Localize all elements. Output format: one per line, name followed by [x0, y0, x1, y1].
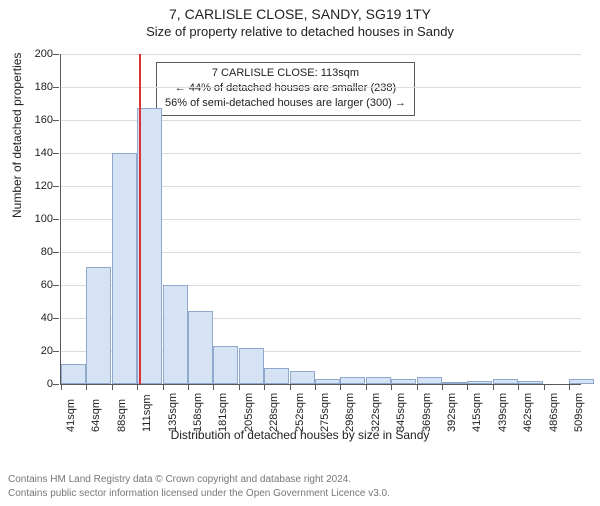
- y-tick-label: 80: [23, 246, 53, 258]
- y-tick-label: 40: [23, 312, 53, 324]
- x-tick: [86, 384, 87, 390]
- page-title: 7, CARLISLE CLOSE, SANDY, SG19 1TY: [0, 6, 600, 22]
- y-tick: [53, 285, 59, 286]
- x-tick: [467, 384, 468, 390]
- x-tick: [569, 384, 570, 390]
- histogram-bar: [315, 379, 340, 384]
- x-tick: [442, 384, 443, 390]
- histogram-bar: [493, 379, 518, 384]
- annotation-line: ← 44% of detached houses are smaller (23…: [165, 81, 406, 96]
- x-tick: [188, 384, 189, 390]
- y-tick: [53, 351, 59, 352]
- histogram-bar: [61, 364, 86, 384]
- histogram-bar: [239, 348, 264, 384]
- x-tick: [290, 384, 291, 390]
- x-tick: [137, 384, 138, 390]
- x-tick-label: 322sqm: [370, 393, 382, 432]
- y-tick: [53, 54, 59, 55]
- y-tick: [53, 120, 59, 121]
- x-tick: [264, 384, 265, 390]
- x-tick-label: 135sqm: [167, 393, 179, 432]
- x-tick-label: 509sqm: [573, 393, 585, 432]
- histogram-bar: [112, 153, 137, 384]
- x-tick-label: 298sqm: [344, 393, 356, 432]
- annotation-box: 7 CARLISLE CLOSE: 113sqm← 44% of detache…: [156, 62, 415, 116]
- y-tick-label: 60: [23, 279, 53, 291]
- y-tick: [53, 384, 59, 385]
- plot-area: 7 CARLISLE CLOSE: 113sqm← 44% of detache…: [60, 54, 581, 385]
- histogram-bar: [340, 377, 365, 384]
- histogram-bar: [467, 381, 492, 384]
- histogram-bar: [264, 368, 289, 385]
- y-tick-label: 160: [23, 114, 53, 126]
- histogram-bar: [213, 346, 238, 384]
- annotation-line: 56% of semi-detached houses are larger (…: [165, 96, 406, 111]
- y-tick: [53, 252, 59, 253]
- y-tick-label: 180: [23, 81, 53, 93]
- x-tick-label: 369sqm: [421, 393, 433, 432]
- footer-line1: Contains HM Land Registry data © Crown c…: [8, 473, 390, 487]
- x-tick: [417, 384, 418, 390]
- x-tick: [61, 384, 62, 390]
- y-tick: [53, 186, 59, 187]
- y-tick: [53, 87, 59, 88]
- histogram-bar: [188, 311, 213, 384]
- histogram-bar: [417, 377, 442, 384]
- histogram-bar: [290, 371, 315, 384]
- x-tick-label: 205sqm: [243, 393, 255, 432]
- x-tick: [315, 384, 316, 390]
- x-tick: [112, 384, 113, 390]
- histogram-bar: [442, 382, 467, 384]
- page-subtitle: Size of property relative to detached ho…: [0, 24, 600, 39]
- x-tick: [163, 384, 164, 390]
- y-tick-label: 120: [23, 180, 53, 192]
- histogram-bar: [569, 379, 594, 384]
- x-tick: [366, 384, 367, 390]
- x-tick: [493, 384, 494, 390]
- x-tick-label: 252sqm: [294, 393, 306, 432]
- histogram-bar: [86, 267, 111, 384]
- y-tick-label: 140: [23, 147, 53, 159]
- annotation-line: 7 CARLISLE CLOSE: 113sqm: [165, 66, 406, 81]
- chart-container: Number of detached properties 7 CARLISLE…: [0, 48, 600, 446]
- x-tick-label: 392sqm: [446, 393, 458, 432]
- y-tick: [53, 153, 59, 154]
- x-tick-label: 439sqm: [497, 393, 509, 432]
- x-tick: [518, 384, 519, 390]
- x-tick-label: 181sqm: [217, 393, 229, 432]
- highlight-line: [139, 54, 141, 384]
- x-tick-label: 345sqm: [395, 393, 407, 432]
- histogram-bar: [163, 285, 188, 384]
- footer-line2: Contains public sector information licen…: [8, 487, 390, 501]
- x-tick-label: 111sqm: [141, 394, 153, 432]
- x-tick: [544, 384, 545, 390]
- x-axis-title: Distribution of detached houses by size …: [0, 428, 600, 442]
- histogram-bar: [366, 377, 391, 384]
- y-tick-label: 20: [23, 345, 53, 357]
- x-tick-label: 158sqm: [192, 393, 204, 432]
- x-tick: [239, 384, 240, 390]
- x-tick-label: 486sqm: [548, 393, 560, 432]
- histogram-bar: [518, 381, 543, 384]
- x-tick: [391, 384, 392, 390]
- x-tick-label: 228sqm: [268, 393, 280, 432]
- x-tick-label: 275sqm: [319, 393, 331, 432]
- y-tick-label: 100: [23, 213, 53, 225]
- y-axis-title: Number of detached properties: [10, 53, 24, 218]
- x-tick-label: 462sqm: [522, 393, 534, 432]
- x-tick: [340, 384, 341, 390]
- x-tick: [213, 384, 214, 390]
- x-tick-label: 415sqm: [471, 393, 483, 432]
- y-tick-label: 200: [23, 48, 53, 60]
- histogram-bar: [391, 379, 416, 384]
- y-tick: [53, 219, 59, 220]
- footer-attribution: Contains HM Land Registry data © Crown c…: [8, 473, 390, 500]
- y-tick: [53, 318, 59, 319]
- y-tick-label: 0: [23, 378, 53, 390]
